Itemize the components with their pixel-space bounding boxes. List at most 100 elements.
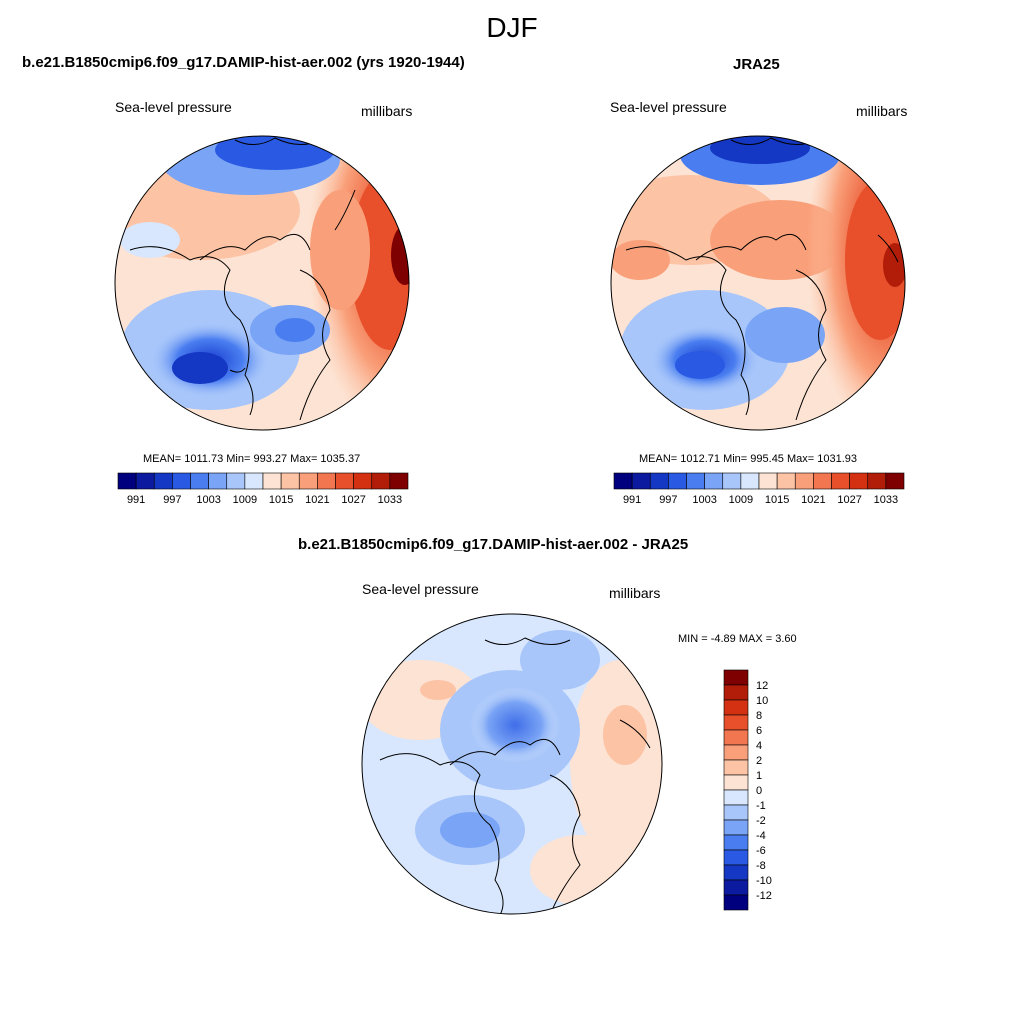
panel-3-colorbar-swatch <box>723 774 749 791</box>
panel-1-colorbar-tick-label: 1021 <box>305 494 329 506</box>
panel-2-colorbar-swatch <box>794 472 814 490</box>
panel-3-stats: MIN = -4.89 MAX = 3.60 <box>678 633 797 645</box>
panel-3-colorbar-swatch <box>723 789 749 806</box>
panel-3-colorbar-tick-label: -6 <box>756 845 766 857</box>
panel-2-colorbar-tick-label: 1027 <box>837 494 861 506</box>
panel-2-colorbar-swatch <box>649 472 669 490</box>
panel-1-colorbar-swatch <box>262 472 282 490</box>
panel-1-colorbar-swatch <box>317 472 336 490</box>
panel-2-left-label: Sea-level pressure <box>610 99 727 115</box>
panel-3-colorbar-tick-label: -2 <box>756 815 766 827</box>
panel-2-colorbar-swatch <box>758 472 778 490</box>
panel-2-colorbar-tick-label: 1021 <box>801 494 825 506</box>
panel-2-title: JRA25 <box>733 56 780 73</box>
panel-3-colorbar-tick-label: -4 <box>756 830 766 842</box>
panel-3-colorbar-tick-label: -12 <box>756 890 772 902</box>
panel-1-colorbar-swatch <box>371 472 391 490</box>
panel-2-colorbar-swatch <box>849 472 869 490</box>
panel-2-colorbar-swatch <box>740 472 760 490</box>
panel-2-stats: MEAN= 1012.71 Min= 995.45 Max= 1031.93 <box>639 453 858 465</box>
panel-3-colorbar-swatch <box>723 744 749 761</box>
panel-2-map <box>611 136 905 430</box>
panel-3-colorbar-swatch <box>723 894 749 911</box>
panel-2-colorbar-swatch <box>813 472 832 490</box>
panel-3-colorbar-tick-label: -1 <box>756 800 766 812</box>
panel-2-colorbar-swatch <box>686 472 705 490</box>
panel-3-map <box>362 614 662 914</box>
panel-3-colorbar-tick-label: 8 <box>756 710 762 722</box>
panel-3-colorbar-tick-label: 1 <box>756 770 762 782</box>
panel-1-colorbar-swatch <box>208 472 228 490</box>
panel-1-right-label: millibars <box>361 103 413 119</box>
panel-3-left-label: Sea-level pressure <box>362 581 479 597</box>
panel-3-colorbar-swatch <box>723 714 749 731</box>
panel-1-colorbar-tick-label: 1033 <box>378 494 402 506</box>
panel-3-colorbar-tick-label: 6 <box>756 725 762 737</box>
panel-1-map-border <box>114 135 410 431</box>
panel-3-colorbar-swatch <box>723 669 749 686</box>
panel-2-colorbar-swatch <box>831 472 850 490</box>
panel-1-colorbar-swatch <box>298 472 318 490</box>
panel-3-colorbar-tick-label: -10 <box>756 875 772 887</box>
panel-3-colorbar-swatch <box>723 849 749 866</box>
panel-1-left-label: Sea-level pressure <box>115 99 232 115</box>
panel-1-colorbar-swatch <box>353 472 373 490</box>
panel-2-right-label: millibars <box>856 103 908 119</box>
panel-3-colorbar-swatch <box>723 804 749 821</box>
panel-3-colorbar-tick-label: 10 <box>756 695 768 707</box>
panel-1-colorbar-swatch <box>389 472 409 490</box>
panel-1-map <box>115 136 409 430</box>
panel-2-colorbar-swatch <box>776 472 796 490</box>
panel-2-colorbar-tick-label: 1033 <box>874 494 898 506</box>
main-title: DJF <box>486 12 538 43</box>
panel-1-colorbar-swatch <box>280 472 300 490</box>
panel-2-colorbar-swatch <box>613 472 633 490</box>
panel-1-colorbar-swatch <box>226 472 246 490</box>
panel-2-colorbar-swatch <box>867 472 887 490</box>
panel-1-colorbar-swatch <box>244 472 264 490</box>
panel-1-colorbar-swatch <box>335 472 354 490</box>
panel-1-colorbar-tick-label: 1015 <box>269 494 293 506</box>
panel-1-colorbar-tick-label: 1009 <box>233 494 257 506</box>
panel-1-colorbar: 991 997 1003 1009 1015 1021 1027 1033 <box>117 472 409 506</box>
panel-3-colorbar-tick-label: 2 <box>756 755 762 767</box>
panel-3-right-label: millibars <box>609 585 661 601</box>
panel-3-map-border <box>361 613 663 915</box>
panel-2-colorbar-tick-label: 1003 <box>692 494 716 506</box>
panel-1-colorbar-tick-label: 1027 <box>341 494 365 506</box>
panel-1-colorbar-tick-label: 991 <box>127 494 145 506</box>
panel-3-colorbar-swatch <box>723 879 749 896</box>
panel-3-colorbar-tick-label: 12 <box>756 680 768 692</box>
panel-2-colorbar-swatch <box>722 472 742 490</box>
panel-3-colorbar-swatch <box>723 699 749 716</box>
panel-2-colorbar-swatch <box>885 472 905 490</box>
panel-2-colorbar-tick-label: 991 <box>623 494 641 506</box>
panel-2-colorbar-tick-label: 1015 <box>765 494 789 506</box>
panel-1-stats: MEAN= 1011.73 Min= 993.27 Max= 1035.37 <box>143 453 361 465</box>
panel-2-colorbar-swatch <box>668 472 687 490</box>
panel-1-colorbar-swatch <box>153 472 173 490</box>
panel-3-title: b.e21.B1850cmip6.f09_g17.DAMIP-hist-aer.… <box>298 536 689 553</box>
panel-3-colorbar-tick-label: 0 <box>756 785 762 797</box>
panel-2-map-border <box>610 135 906 431</box>
panel-2-colorbar-swatch <box>704 472 724 490</box>
panel-1-colorbar-swatch <box>135 472 155 490</box>
panel-2-colorbar: 991 997 1003 1009 1015 1021 1027 1033 <box>613 472 905 506</box>
panel-1-colorbar-tick-label: 1003 <box>196 494 220 506</box>
panel-1-colorbar-tick-label: 997 <box>163 494 181 506</box>
panel-3-colorbar-swatch <box>723 759 749 776</box>
panel-1-colorbar-swatch <box>172 472 191 490</box>
panel-3-colorbar-swatch <box>723 834 749 851</box>
panel-3-colorbar-swatch <box>723 684 749 701</box>
panel-3-colorbar-swatch <box>723 729 749 746</box>
panel-2-colorbar-swatch <box>631 472 651 490</box>
panel-3-colorbar-tick-label: -8 <box>756 860 766 872</box>
panel-1-title: b.e21.B1850cmip6.f09_g17.DAMIP-hist-aer.… <box>22 54 465 71</box>
panel-1-colorbar-swatch <box>117 472 137 490</box>
panel-2-colorbar-tick-label: 997 <box>659 494 677 506</box>
panel-3-colorbar-tick-label: 4 <box>756 740 762 752</box>
panel-2-colorbar-tick-label: 1009 <box>729 494 753 506</box>
panel-3-colorbar-swatch <box>723 864 749 881</box>
